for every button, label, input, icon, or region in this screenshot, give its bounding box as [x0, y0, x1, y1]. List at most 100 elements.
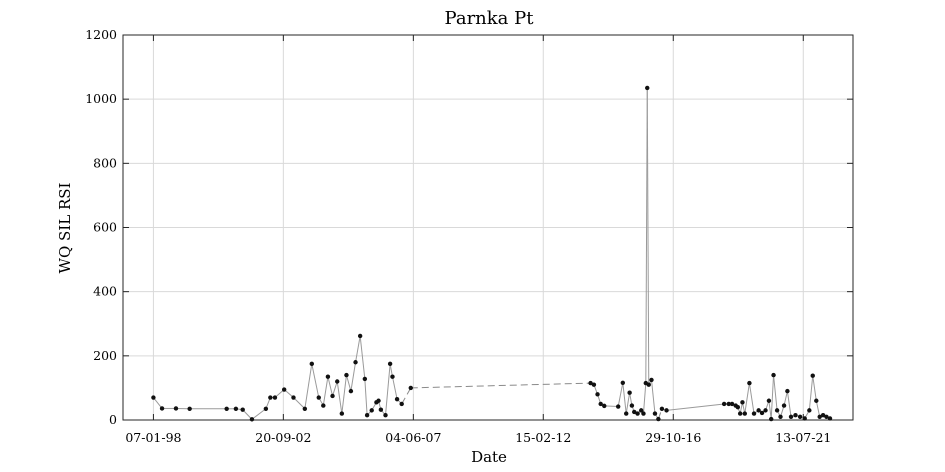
series-segment — [385, 363, 391, 416]
series-segment — [786, 391, 792, 417]
y-tick-label: 0 — [109, 412, 117, 427]
series-gap-segment — [410, 382, 591, 389]
data-point — [159, 406, 165, 411]
axis-ticks: 0 200 400 600 800 1000 1200 07-01-98 20-09-02 04-… — [85, 27, 853, 445]
data-point — [316, 395, 321, 400]
data-point — [747, 380, 752, 386]
data-point — [302, 406, 308, 411]
series-segment — [666, 403, 725, 411]
data-point — [735, 404, 741, 410]
series-segment — [242, 409, 253, 420]
data-point — [353, 360, 358, 365]
x-tick-label: 20-09-02 — [255, 430, 311, 445]
data-point — [759, 410, 765, 416]
data-point — [399, 401, 404, 407]
y-tick-label: 600 — [93, 220, 117, 235]
series-segment — [345, 374, 352, 392]
series-segment — [744, 383, 750, 414]
data-point — [595, 392, 600, 397]
data-point — [656, 416, 661, 422]
y-tick-label: 1000 — [85, 91, 117, 106]
data-point — [751, 411, 757, 416]
series-segment — [646, 87, 650, 385]
data-series — [151, 85, 833, 422]
series-segment — [341, 375, 347, 414]
data-point — [394, 396, 400, 402]
series-segment — [322, 376, 329, 406]
series-segment — [304, 363, 313, 409]
data-point — [330, 393, 335, 399]
data-point — [598, 401, 603, 407]
data-point — [649, 377, 654, 383]
data-point — [615, 404, 621, 409]
data-point — [820, 412, 826, 418]
x-tick-label: 07-01-98 — [125, 430, 181, 445]
data-point — [766, 398, 772, 403]
data-point — [408, 385, 413, 391]
data-point — [810, 373, 815, 378]
series-segment — [311, 363, 320, 398]
series-segment — [336, 381, 343, 414]
data-point — [793, 412, 798, 418]
data-point — [645, 85, 650, 91]
data-point — [807, 408, 812, 413]
series-segment — [332, 381, 338, 397]
series-segment — [355, 335, 361, 363]
series-segment — [153, 397, 163, 409]
series-segment — [617, 382, 624, 407]
data-point — [602, 403, 607, 409]
data-point — [263, 406, 269, 411]
data-point — [781, 403, 787, 408]
data-point — [629, 403, 635, 408]
data-point — [726, 401, 731, 407]
data-point — [664, 408, 669, 413]
data-point — [802, 416, 807, 421]
data-point — [240, 407, 245, 412]
series-segment — [748, 383, 755, 414]
data-point — [788, 414, 794, 419]
series-segment — [293, 397, 306, 410]
data-point — [362, 376, 368, 382]
data-point — [224, 406, 229, 411]
data-point — [827, 416, 833, 421]
data-point — [742, 411, 747, 416]
data-point — [771, 372, 776, 378]
data-point — [383, 412, 388, 418]
y-axis-label: WQ SIL RSI — [56, 182, 74, 273]
x-tick-label: 29-10-16 — [645, 430, 701, 445]
data-point — [376, 398, 381, 403]
y-tick-label: 400 — [93, 284, 117, 299]
data-point — [369, 408, 374, 413]
data-point — [357, 333, 363, 339]
data-point — [321, 403, 326, 408]
grid — [123, 34, 853, 421]
data-point — [785, 388, 790, 394]
data-point — [309, 361, 314, 367]
data-point — [272, 395, 278, 400]
series-segment — [350, 362, 357, 392]
data-point — [740, 400, 745, 405]
series-segment — [815, 400, 821, 417]
x-tick-label: 04-06-07 — [385, 430, 441, 445]
series-segment — [642, 383, 647, 414]
y-tick-label: 1200 — [85, 27, 117, 42]
data-point — [335, 379, 340, 384]
data-point — [659, 406, 665, 411]
data-point — [652, 411, 658, 416]
data-point — [632, 409, 637, 415]
x-tick-label: 13-07-21 — [775, 430, 831, 445]
data-point — [620, 380, 626, 385]
data-point — [814, 398, 819, 403]
data-point — [233, 406, 239, 411]
series-segment — [650, 379, 656, 414]
data-point — [635, 411, 640, 416]
y-tick-label: 200 — [93, 348, 117, 363]
data-point — [378, 407, 384, 412]
data-point — [390, 374, 395, 379]
series-segment — [770, 375, 775, 420]
data-point — [824, 414, 829, 419]
data-point — [729, 401, 735, 407]
data-point — [281, 387, 287, 392]
data-point — [339, 411, 345, 416]
